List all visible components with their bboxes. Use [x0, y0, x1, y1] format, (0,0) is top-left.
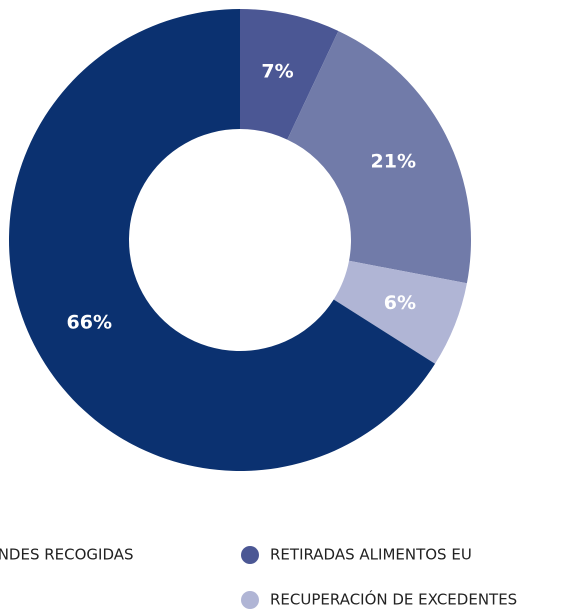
legend-label: RECUPERACIÓN DE EXCEDENTES: [270, 590, 517, 609]
legend-label: RETIRADAS ALIMENTOS EU: [270, 546, 472, 564]
value-label: 66%: [67, 311, 112, 333]
value-label: 6%: [384, 292, 416, 314]
value-label: 7%: [261, 61, 293, 83]
legend-marker: [241, 591, 259, 609]
donut-slice: [8, 9, 436, 472]
legend-label: GRANDES RECOGIDAS: [0, 546, 134, 564]
donut-slice: [287, 30, 472, 284]
value-label: 21%: [371, 150, 416, 172]
donut-slice: [240, 9, 339, 140]
legend-marker: [241, 546, 259, 564]
donut-slice: [333, 260, 467, 364]
